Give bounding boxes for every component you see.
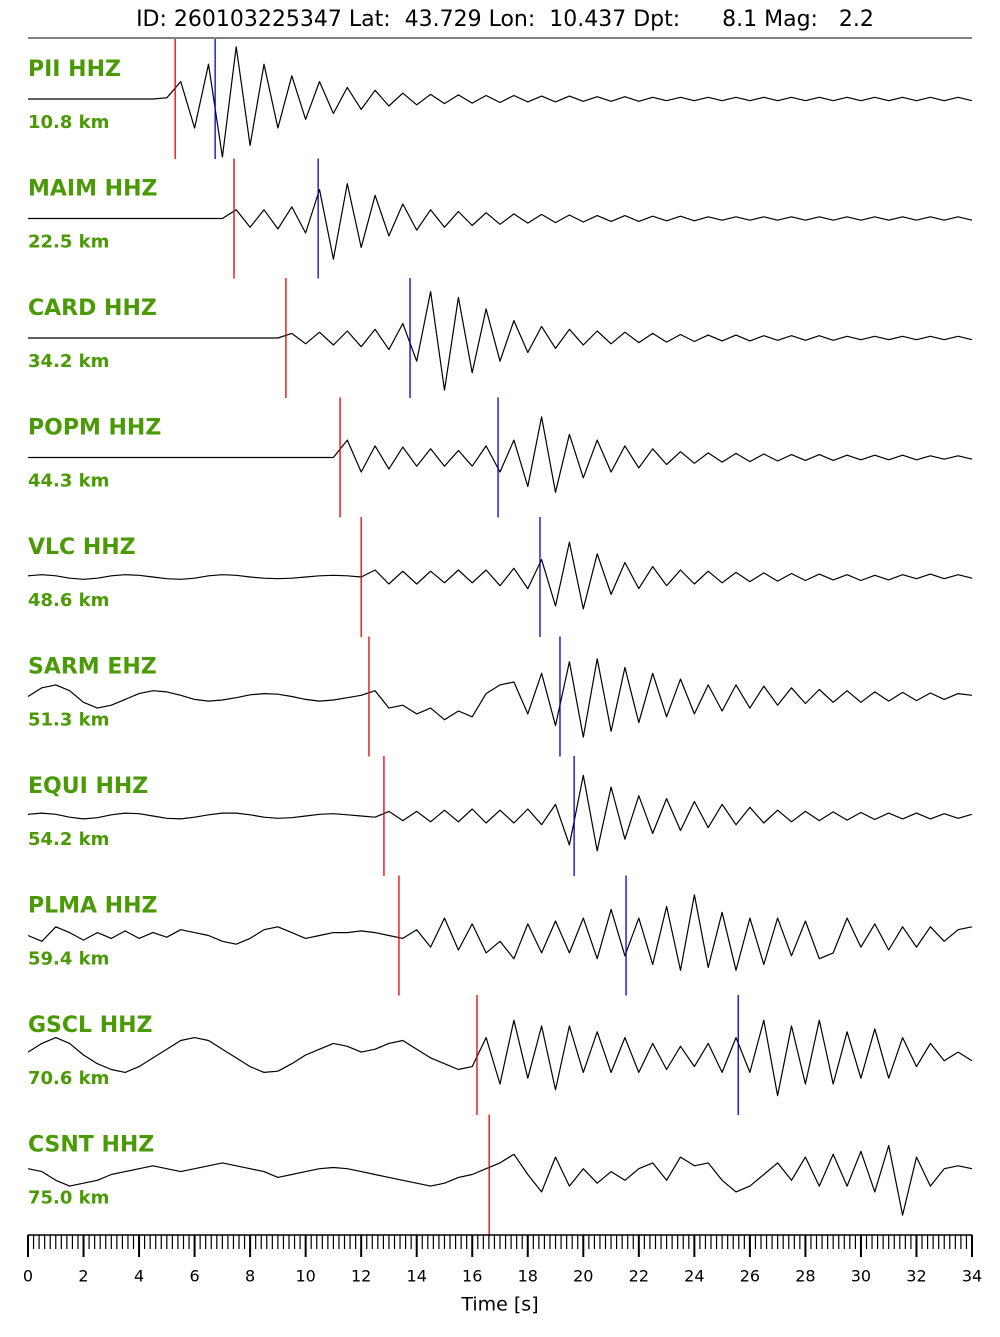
x-tick-label: 12: [351, 1267, 371, 1286]
waveform: [28, 291, 973, 391]
station-label: PII HHZ: [28, 57, 121, 82]
x-tick-label: 4: [134, 1267, 144, 1286]
waveform: [28, 416, 973, 493]
station-label: CARD HHZ: [28, 296, 157, 321]
x-tick-label: 20: [573, 1267, 593, 1286]
waveform: [27, 774, 973, 852]
x-tick-label: 24: [684, 1267, 704, 1286]
station-label: PLMA HHZ: [28, 894, 158, 919]
x-tick-label: 22: [629, 1267, 649, 1286]
waveform: [27, 541, 973, 610]
waveform: [28, 46, 973, 158]
distance-label: 34.2 km: [28, 351, 109, 372]
x-tick-label: 2: [78, 1267, 88, 1286]
distance-label: 44.3 km: [28, 471, 109, 492]
distance-label: 70.6 km: [28, 1068, 109, 1089]
station-label: GSCL HHZ: [28, 1013, 153, 1038]
x-tick-label: 6: [189, 1267, 199, 1286]
x-tick-label: 8: [245, 1267, 255, 1286]
distance-label: 48.6 km: [28, 590, 109, 611]
x-tick-label: 34: [962, 1267, 982, 1286]
station-label: POPM HHZ: [28, 416, 161, 441]
x-tick-label: 32: [906, 1267, 926, 1286]
waveform: [28, 183, 973, 260]
x-tick-label: 14: [407, 1267, 427, 1286]
waveform: [27, 1019, 973, 1097]
waveform: [27, 658, 973, 738]
x-tick-label: 0: [23, 1267, 33, 1286]
distance-label: 10.8 km: [28, 112, 109, 133]
station-label: VLC HHZ: [28, 535, 136, 560]
distance-label: 54.2 km: [28, 829, 109, 850]
station-label: MAIM HHZ: [28, 177, 157, 202]
x-tick-label: 28: [795, 1267, 815, 1286]
waveform: [27, 1144, 973, 1216]
x-axis-label: Time [s]: [460, 1294, 538, 1316]
station-label: SARM EHZ: [28, 655, 157, 680]
station-label: EQUI HHZ: [28, 774, 148, 799]
distance-label: 51.3 km: [28, 710, 109, 731]
chart-title: ID: 260103225347 Lat: 43.729 Lon: 10.437…: [136, 7, 874, 32]
waveform: [27, 894, 973, 971]
station-label: CSNT HHZ: [28, 1133, 154, 1158]
x-tick-label: 10: [295, 1267, 315, 1286]
x-tick-label: 18: [518, 1267, 538, 1286]
distance-label: 59.4 km: [28, 949, 109, 970]
x-tick-label: 30: [851, 1267, 871, 1286]
x-tick-label: 26: [740, 1267, 760, 1286]
distance-label: 22.5 km: [28, 232, 109, 253]
x-tick-label: 16: [462, 1267, 482, 1286]
distance-label: 75.0 km: [28, 1188, 109, 1209]
